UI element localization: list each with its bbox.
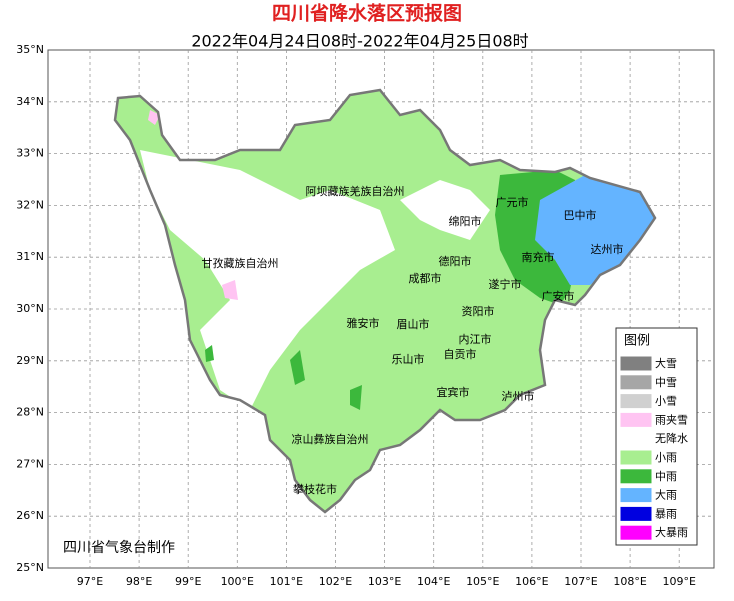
place-label: 攀枝花市 (293, 482, 337, 496)
legend-swatch (619, 411, 653, 428)
place-label: 眉山市 (397, 317, 430, 331)
place-label: 雅安市 (347, 316, 380, 330)
place-label: 广元市 (496, 195, 529, 209)
lat-label: 29°N (16, 354, 44, 367)
place-label: 阿坝藏族羌族自治州 (306, 184, 405, 198)
heavy-rain-area (535, 175, 655, 285)
place-label: 巴中市 (564, 208, 597, 222)
no-rain-area (400, 180, 490, 240)
place-label: 广安市 (542, 289, 575, 303)
lon-label: 109°E (662, 575, 695, 588)
legend-label: 小雪 (655, 395, 677, 408)
no-rain-area (140, 150, 395, 410)
legend-label: 小雨 (655, 451, 677, 464)
lon-label: 105°E (466, 575, 499, 588)
place-label: 成都市 (409, 271, 442, 285)
place-label: 自贡市 (444, 347, 477, 361)
lat-label: 31°N (16, 250, 44, 263)
legend-label: 中雨 (655, 470, 677, 483)
lat-label: 27°N (16, 457, 44, 470)
lon-label: 103°E (368, 575, 401, 588)
place-label: 达州市 (591, 242, 624, 256)
place-label: 宜宾市 (437, 385, 470, 399)
lon-label: 104°E (417, 575, 450, 588)
lon-label: 99°E (175, 575, 201, 588)
legend-swatch (619, 393, 653, 410)
legend-swatch (619, 468, 653, 485)
legend-swatch (619, 524, 653, 541)
legend-label: 雨夹雪 (655, 413, 688, 426)
lat-label: 28°N (16, 406, 44, 419)
place-label: 内江市 (459, 332, 492, 346)
lon-label: 102°E (319, 575, 352, 588)
lon-label: 101°E (270, 575, 303, 588)
legend-swatch (619, 355, 653, 372)
place-label: 遂宁市 (489, 277, 522, 291)
lat-label: 25°N (16, 561, 44, 574)
lat-label: 26°N (16, 509, 44, 522)
credit: 四川省气象台制作 (63, 540, 175, 556)
place-label: 南充市 (522, 250, 555, 264)
lon-label: 108°E (613, 575, 646, 588)
lon-label: 106°E (515, 575, 548, 588)
place-label: 德阳市 (439, 254, 472, 268)
graticule: 35°N 34°N 33°N 32°N 31°N 30°N 29°N 28°N 27°N 26°N… (16, 43, 714, 588)
lon-label: 107°E (564, 575, 597, 588)
place-label: 资阳市 (462, 304, 495, 318)
legend-label: 大暴雨 (655, 525, 688, 539)
lat-label: 34°N (16, 95, 44, 108)
legend-swatch (619, 505, 653, 522)
legend-label: 大雨 (655, 488, 677, 502)
title: 四川省降水落区预报图 (272, 2, 462, 25)
lat-label: 30°N (16, 302, 44, 315)
place-label: 乐山市 (392, 352, 425, 366)
legend-swatch (620, 431, 652, 447)
legend-title: 图例 (624, 334, 650, 349)
lat-label: 32°N (16, 198, 44, 211)
subtitle: 2022年04月24日08时-2022年04月25日08时 (191, 32, 528, 51)
lat-label: 33°N (16, 147, 44, 160)
legend-label: 中雪 (655, 376, 677, 389)
legend-swatch (619, 487, 653, 504)
legend-swatch (619, 449, 653, 466)
place-label: 绵阳市 (449, 214, 482, 228)
legend-label: 大雪 (655, 356, 677, 370)
lon-label: 98°E (126, 575, 152, 588)
legend-label: 无降水 (655, 431, 688, 445)
place-label: 凉山彝族自治州 (292, 432, 369, 446)
place-label: 甘孜藏族自治州 (202, 256, 279, 270)
lon-label: 97°E (77, 575, 103, 588)
lon-label: 100°E (221, 575, 254, 588)
place-label: 泸州市 (502, 389, 535, 403)
legend-swatch (619, 374, 653, 391)
legend-label: 暴雨 (655, 507, 677, 520)
lat-label: 35°N (16, 43, 44, 56)
